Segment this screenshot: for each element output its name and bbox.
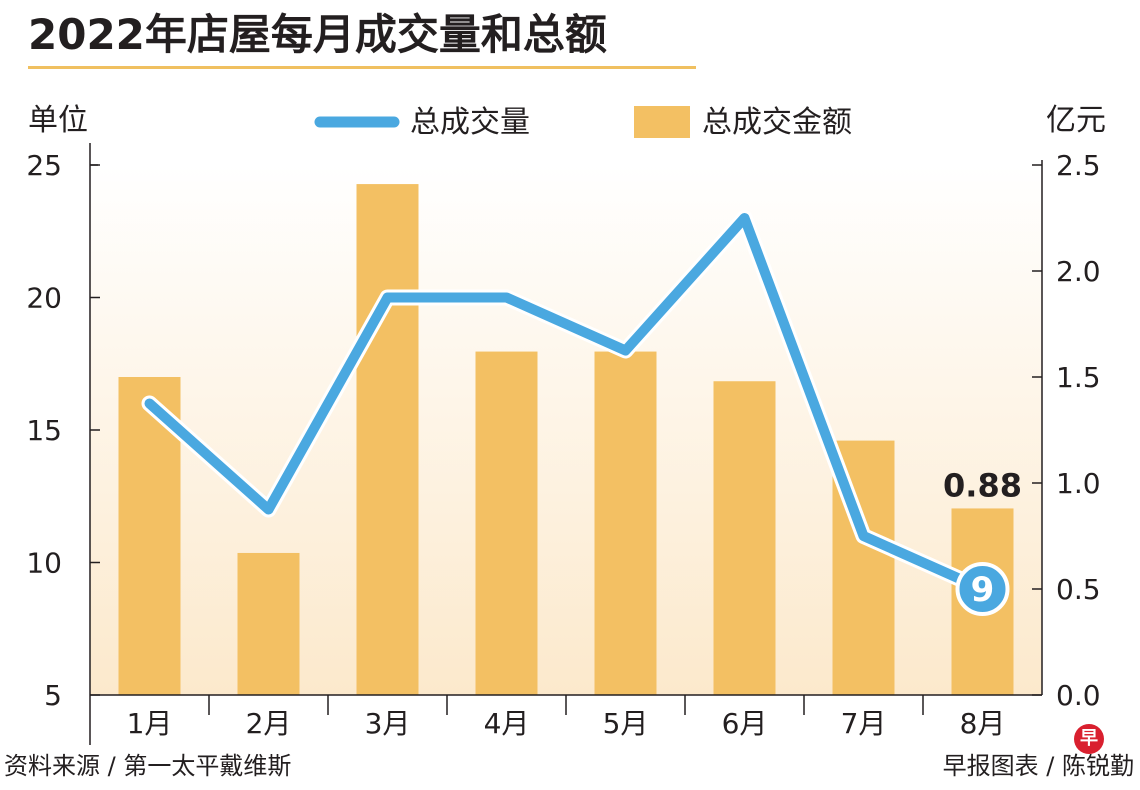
bar — [237, 552, 300, 695]
right-y-tick-label: 0.5 — [1056, 573, 1101, 606]
bar — [475, 351, 538, 695]
source-note: 资料来源 / 第一太平戴维斯 — [4, 752, 292, 780]
left-axis-unit: 单位 — [28, 103, 88, 138]
x-tick-label: 3月 — [365, 707, 411, 740]
legend-swatch-bar — [634, 106, 690, 138]
bar — [713, 381, 776, 695]
x-tick-label: 6月 — [722, 707, 768, 740]
axes-layer: 5 10 15 20 25 0.0 0.5 1.0 1.5 2.0 2.5 1月 2月 3月 4月 5月 6月 7… — [26, 103, 1106, 745]
legend-label-volume: 总成交量 — [410, 105, 530, 140]
left-y-tick-label: 15 — [26, 414, 62, 447]
legend-label-amount: 总成交金额 — [702, 105, 852, 140]
credit-note: 早报图表 / 陈锐勤 — [942, 752, 1134, 780]
line-point-label: 9 — [971, 570, 995, 610]
right-y-tick-label: 2.0 — [1056, 255, 1101, 288]
right-y-tick-label: 1.0 — [1056, 467, 1101, 500]
left-y-tick-label: 5 — [44, 679, 62, 712]
line-point-marker — [955, 562, 1010, 616]
right-y-tick-label: 0.0 — [1056, 679, 1101, 712]
right-y-tick-label: 2.5 — [1056, 149, 1101, 182]
bars-layer — [118, 184, 1014, 695]
x-tick-label: 8月 — [960, 707, 1006, 740]
right-axis-unit: 亿元 — [1046, 103, 1106, 138]
x-tick-label: 5月 — [603, 707, 649, 740]
title-underline — [28, 66, 696, 69]
zaobao-logo: 早 — [1074, 724, 1104, 754]
chart-title: 2022年店屋每月成交量和总额 — [28, 10, 607, 59]
x-tick-label: 1月 — [127, 707, 173, 740]
x-tick-label: 2月 — [246, 707, 292, 740]
left-y-tick-label: 25 — [26, 149, 62, 182]
bar — [594, 351, 657, 695]
x-tick-label: 4月 — [484, 707, 530, 740]
x-tick-label: 7月 — [841, 707, 887, 740]
line-series-volume — [144, 213, 988, 594]
left-y-tick-label: 20 — [26, 282, 62, 315]
line-layer: 9 — [141, 210, 1010, 616]
bar — [356, 184, 419, 695]
plot-background — [90, 165, 1042, 695]
legend: 总成交量 总成交金额 — [314, 105, 852, 140]
labels-layer: 0.88 — [943, 466, 1022, 504]
left-y-tick-label: 10 — [26, 547, 62, 580]
bar-value-label: 0.88 — [943, 466, 1022, 504]
right-y-tick-label: 1.5 — [1056, 361, 1101, 394]
